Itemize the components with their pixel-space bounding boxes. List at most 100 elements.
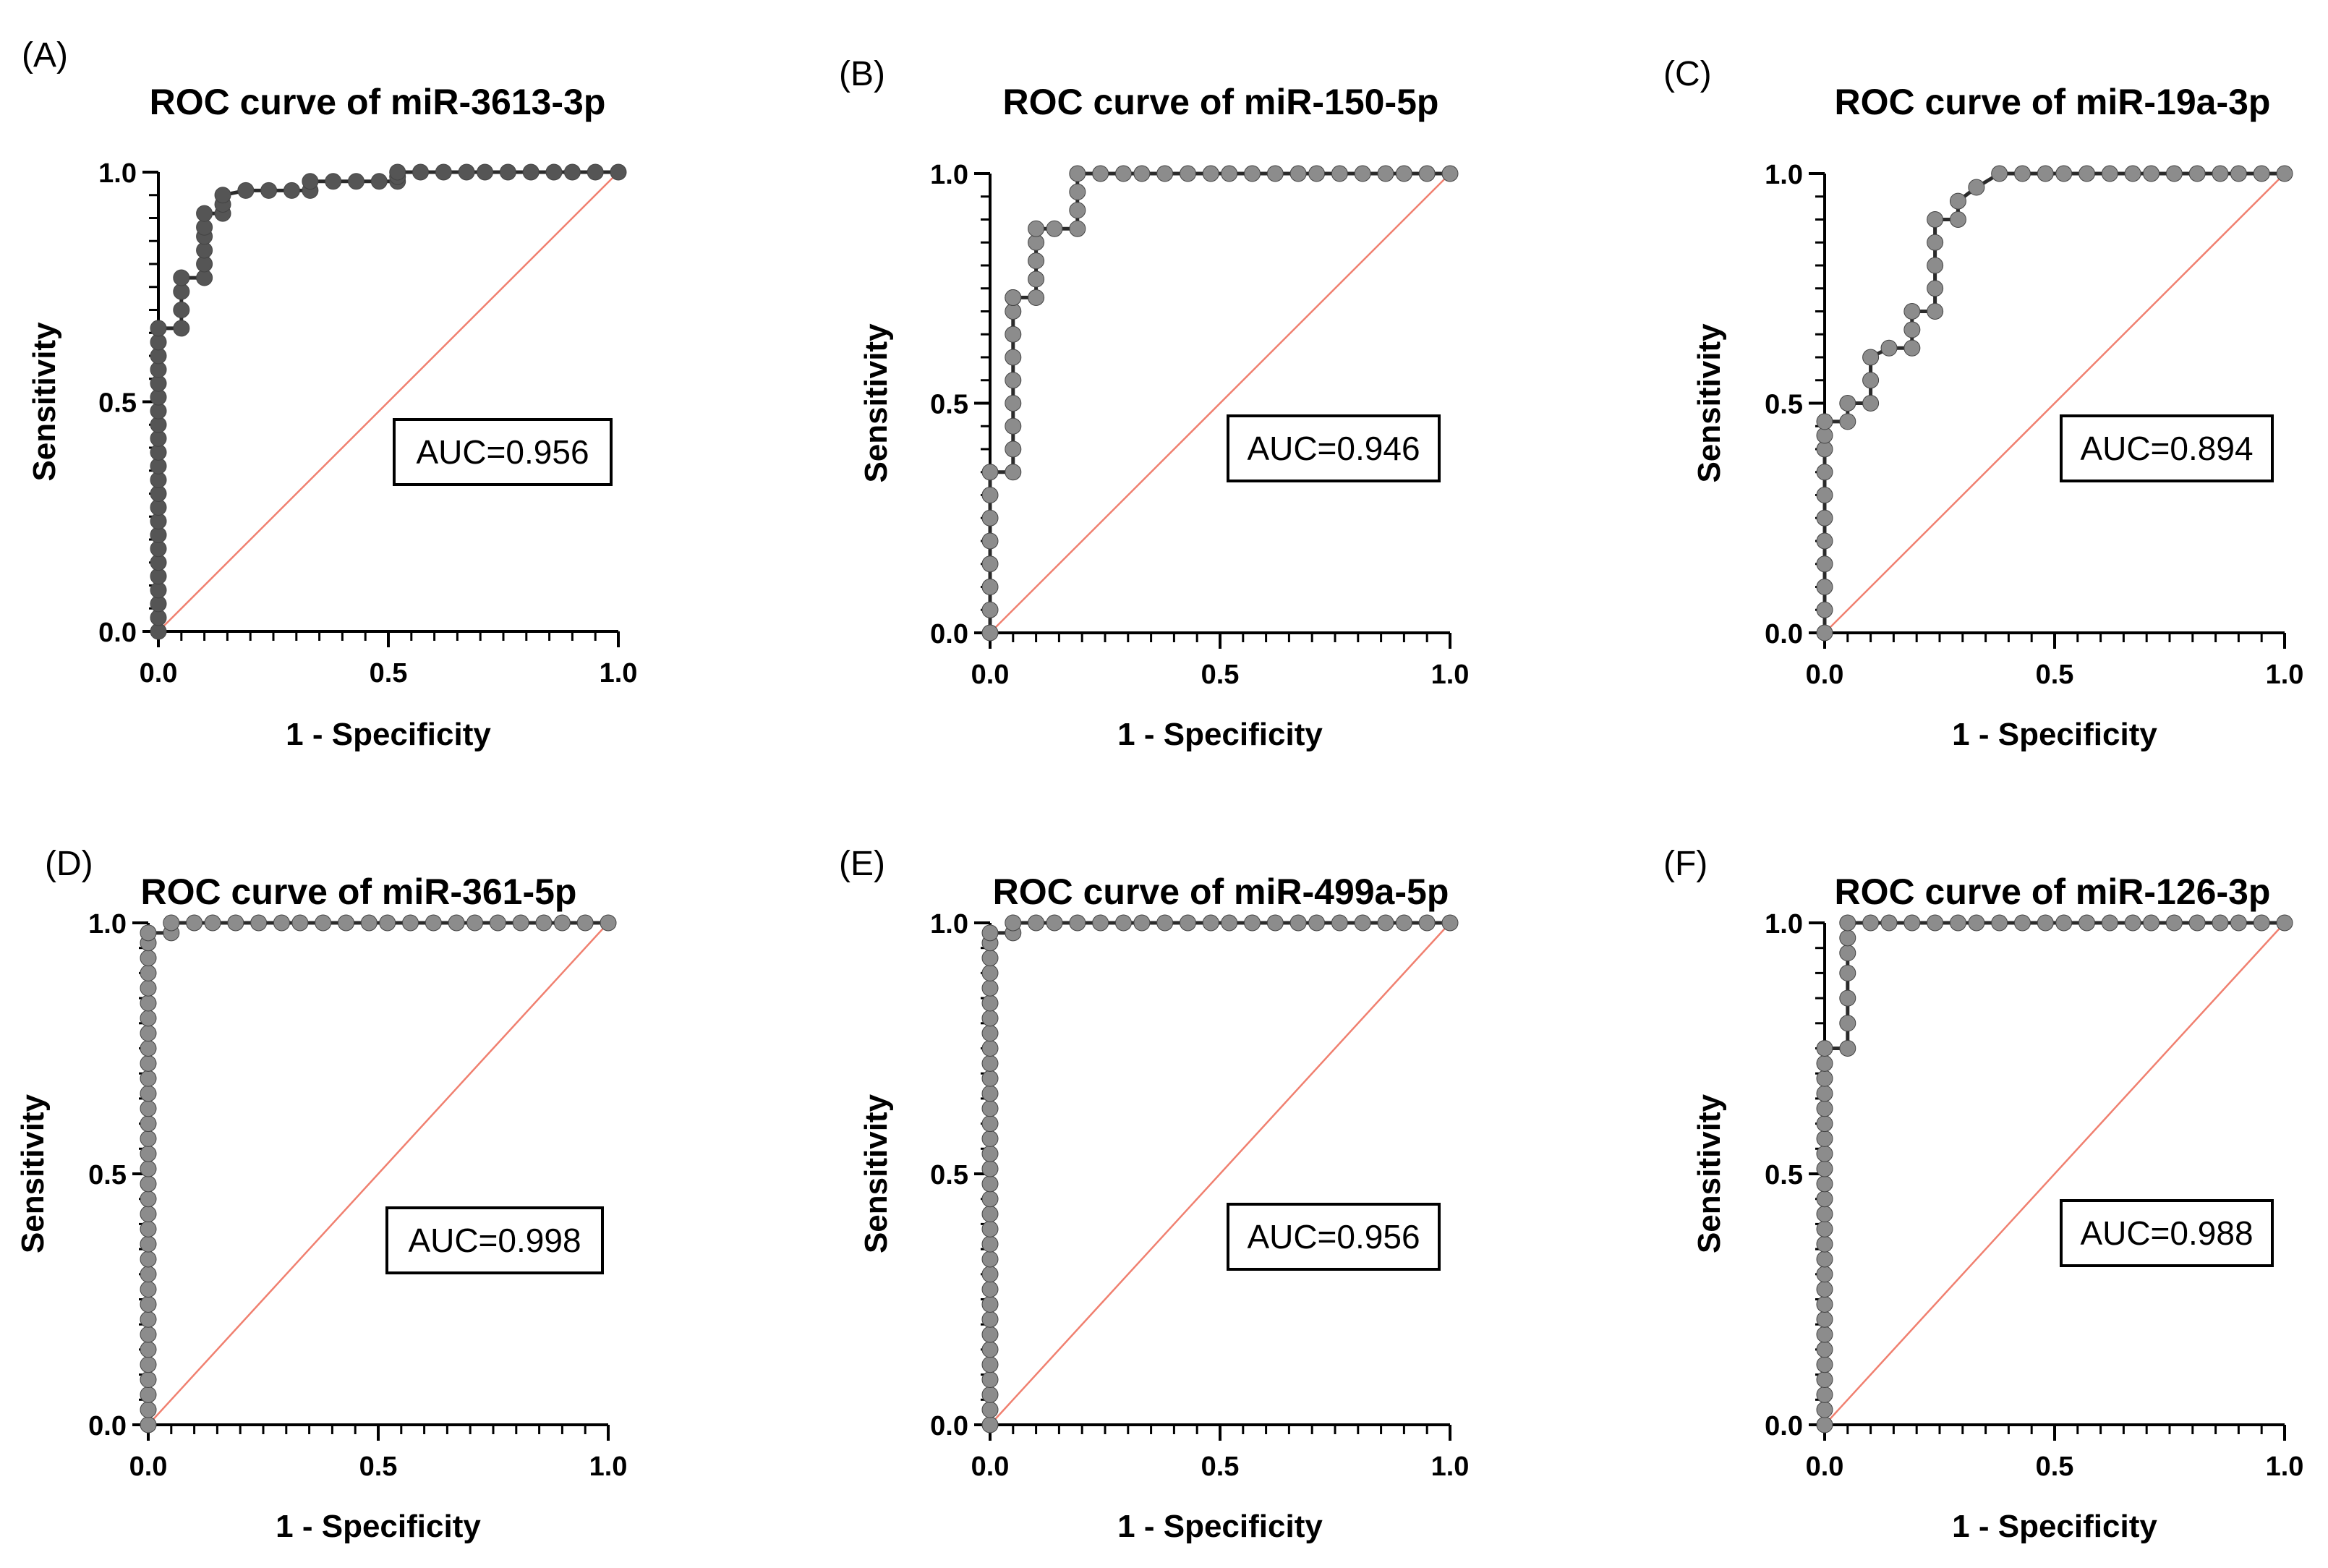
roc-point: [2037, 165, 2054, 182]
y-tick-label: 0.0: [1765, 619, 1803, 649]
roc-point: [2143, 165, 2160, 182]
roc-point: [981, 1145, 999, 1162]
roc-point: [1968, 914, 1985, 932]
roc-point: [347, 173, 364, 190]
roc-panel-a: (A) ROC curve of miR-3613-3p 0.0 0.5 1.0 0.0 0…: [22, 36, 637, 752]
x-axis-label: 1 - Specificity: [276, 1509, 481, 1544]
y-tick-label: 1.0: [930, 909, 968, 939]
roc-point: [1005, 914, 1022, 932]
roc-point: [1179, 165, 1196, 182]
roc-point: [1862, 372, 1880, 389]
roc-point: [1816, 1085, 1833, 1102]
roc-point: [140, 1160, 157, 1177]
roc-point: [1005, 395, 1022, 412]
roc-point: [1816, 413, 1833, 430]
roc-point: [140, 1281, 157, 1298]
roc-panel-e: (E) ROC curve of miR-499a-5p 0.0 0.5 1.0 0.0 0…: [839, 845, 1469, 1544]
roc-point: [981, 1175, 999, 1193]
roc-point: [981, 964, 999, 981]
roc-point: [981, 1311, 999, 1328]
roc-point: [1816, 624, 1833, 642]
y-tick-label: 1.0: [88, 909, 127, 939]
x-tick-label: 0.0: [971, 660, 1010, 690]
roc-point: [981, 1054, 999, 1072]
roc-point: [140, 1025, 157, 1042]
roc-point: [981, 1010, 999, 1027]
roc-point: [2230, 165, 2247, 182]
y-tick-label: 0.0: [930, 619, 968, 649]
roc-point: [1816, 1206, 1833, 1223]
roc-point: [1816, 1175, 1833, 1193]
roc-point: [140, 1010, 157, 1027]
x-tick-label: 0.0: [140, 658, 178, 689]
x-tick-label: 0.5: [1201, 660, 1240, 690]
roc-point: [1046, 914, 1063, 932]
roc-point: [1028, 220, 1045, 237]
auc-box: [1227, 414, 1441, 482]
panel-label: (C): [1663, 55, 1712, 93]
roc-point: [1839, 964, 1856, 981]
roc-point: [1816, 1160, 1833, 1177]
auc-box: [2060, 414, 2274, 482]
y-tick-label: 0.0: [1765, 1411, 1803, 1441]
roc-point: [1028, 270, 1045, 288]
x-tick-label: 0.5: [2036, 1452, 2074, 1482]
roc-point: [981, 1416, 999, 1433]
roc-point: [150, 320, 167, 337]
roc-point: [2037, 914, 2054, 932]
roc-point: [466, 914, 484, 932]
roc-point: [140, 1115, 157, 1133]
roc-point: [291, 914, 309, 932]
roc-point: [2124, 165, 2141, 182]
roc-point: [1816, 487, 1833, 503]
roc-point: [250, 914, 268, 932]
roc-point: [1839, 413, 1856, 430]
roc-point: [283, 182, 300, 199]
roc-point: [448, 914, 465, 932]
roc-point: [1862, 395, 1880, 412]
roc-point: [1880, 914, 1898, 932]
roc-point: [140, 1235, 157, 1253]
roc-point: [1005, 372, 1022, 389]
reference-diagonal-line: [148, 922, 609, 1426]
roc-point: [1816, 1054, 1833, 1072]
roc-point: [140, 1206, 157, 1223]
roc-point: [1202, 165, 1219, 182]
roc-point: [1816, 1401, 1833, 1418]
roc-point: [140, 979, 157, 997]
roc-point: [2253, 914, 2270, 932]
roc-point: [1903, 339, 1921, 357]
roc-point: [1839, 1040, 1856, 1057]
roc-point: [1331, 914, 1348, 932]
roc-point: [1331, 165, 1348, 182]
roc-point: [1816, 1356, 1833, 1373]
roc-point: [1069, 183, 1086, 200]
roc-point: [1005, 464, 1022, 481]
roc-point: [458, 163, 475, 181]
roc-point: [1927, 280, 1944, 297]
roc-point: [173, 320, 190, 337]
x-tick-label: 1.0: [2266, 660, 2304, 690]
roc-point: [1114, 165, 1132, 182]
roc-point: [1005, 349, 1022, 366]
x-axis-label: 1 - Specificity: [286, 717, 491, 752]
roc-point: [214, 187, 231, 204]
x-tick-label: 0.0: [129, 1452, 168, 1482]
y-axis-label: Sensitivity: [858, 1094, 894, 1253]
roc-point: [1114, 914, 1132, 932]
roc-point: [140, 1311, 157, 1328]
roc-point: [600, 914, 617, 932]
y-axis-label: Sensitivity: [858, 323, 894, 483]
roc-point: [389, 163, 406, 181]
roc-point: [1949, 211, 1966, 228]
y-tick-label: 1.0: [98, 158, 137, 189]
roc-point: [140, 1130, 157, 1147]
roc-point: [1816, 1100, 1833, 1117]
roc-point: [1354, 914, 1371, 932]
auc-box: [2060, 1199, 2274, 1267]
roc-point: [425, 914, 442, 932]
roc-point: [140, 1085, 157, 1102]
roc-point: [325, 173, 342, 190]
roc-point: [981, 1266, 999, 1283]
